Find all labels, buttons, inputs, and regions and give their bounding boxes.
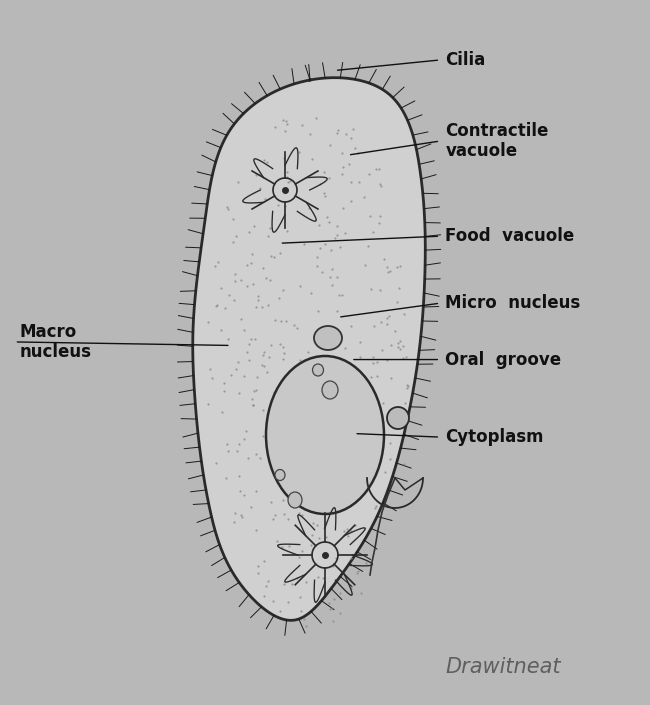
Ellipse shape	[266, 356, 384, 514]
Ellipse shape	[288, 492, 302, 508]
Ellipse shape	[322, 381, 338, 399]
Text: Drawitneat: Drawitneat	[445, 657, 561, 677]
Text: Cytoplasm: Cytoplasm	[445, 428, 544, 446]
Ellipse shape	[275, 470, 285, 481]
Text: Contractile
vacuole: Contractile vacuole	[445, 121, 549, 161]
Text: Food  vacuole: Food vacuole	[445, 227, 575, 245]
Ellipse shape	[313, 364, 324, 376]
Ellipse shape	[387, 407, 409, 429]
Text: Micro  nucleus: Micro nucleus	[445, 294, 580, 312]
Text: Oral  groove: Oral groove	[445, 350, 562, 369]
Text: Cilia: Cilia	[445, 51, 486, 69]
Polygon shape	[193, 78, 425, 620]
Text: Macro
nucleus: Macro nucleus	[20, 322, 92, 362]
Ellipse shape	[314, 326, 342, 350]
